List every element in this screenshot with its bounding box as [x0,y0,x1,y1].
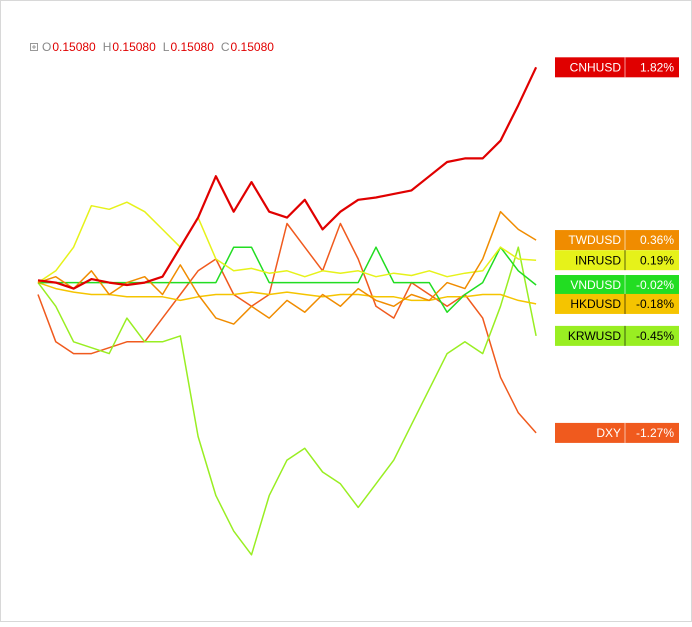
ohlc-value: 0.15080 [170,40,214,54]
label-box [555,230,679,251]
legend-label: CNHUSD [570,60,622,74]
series-line [38,246,537,313]
series-line [37,246,537,556]
ohlc-key: C [221,40,230,54]
expand-icon-plus [32,45,36,49]
data-label: 0.19% [640,253,674,267]
lines [37,66,538,556]
expand-icon [30,43,38,51]
legend-label: TWDUSD [568,233,621,247]
data-label: 0.36% [640,233,674,247]
label-box [555,57,679,78]
ohlc-value: 0.15080 [231,40,275,54]
ohlc-key: O [42,40,51,54]
legend-label: HKDUSD [570,297,621,311]
ohlc-value: 0.15080 [112,40,156,54]
label-box [555,325,679,346]
label-box [555,275,679,296]
data-label: -0.18% [636,297,674,311]
series-line [37,222,537,434]
series-line [37,281,537,305]
series-line [37,66,538,290]
data-label: -0.02% [636,278,674,292]
label-box [555,250,679,271]
end-labels: CNHUSD 1.82% TWDUSD 0.36% INRUSD 0.19% VNDUSD -… [555,57,679,443]
ohlc-value: 0.15080 [52,40,96,54]
label-box [555,293,679,314]
legend-label: DXY [596,426,621,440]
series-line [37,201,537,284]
data-label: -0.45% [636,329,674,343]
ohlc-key: L [163,40,170,54]
label-box [555,422,679,443]
legend-label: KRWUSD [568,329,621,343]
data-label: 1.82% [640,60,674,74]
ohlc-key: H [103,40,112,54]
series-line [37,210,537,325]
legend-label: VNDUSD [570,278,621,292]
data-label: -1.27% [636,426,674,440]
ohlc-header: O 0.15080 H 0.15080 L 0.15080 C 0.15080 [30,40,275,54]
legend-label: INRUSD [575,253,621,267]
